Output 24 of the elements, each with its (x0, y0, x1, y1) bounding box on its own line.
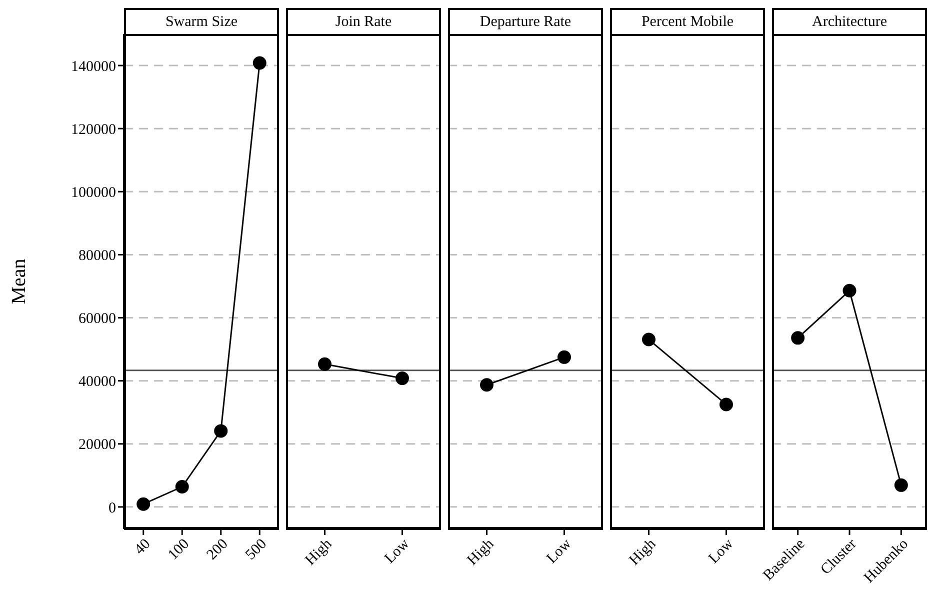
x-tick-label: 500 (242, 536, 270, 564)
y-tick-label: 80000 (78, 248, 116, 264)
x-tick-label: 200 (204, 536, 232, 564)
y-tick-label: 20000 (78, 437, 116, 454)
x-tick-label: Low (706, 536, 737, 567)
x-tick-label: High (626, 536, 660, 569)
x-tick-label: 100 (165, 536, 192, 564)
chart-title: Departure Rate (448, 8, 603, 34)
x-tick-label: 40 (132, 536, 154, 558)
y-axis-title: Mean (8, 258, 30, 304)
y-tick-label: 40000 (78, 374, 116, 390)
x-tick-label: Low (382, 536, 413, 567)
chart-title: Architecture (772, 8, 927, 34)
chart-title: Join Rate (286, 8, 441, 34)
x-tick-label: High (464, 536, 498, 569)
chart-title: Swarm Size (124, 8, 279, 34)
chart-title: Percent Mobile (610, 8, 765, 34)
y-tick-label: 100000 (71, 184, 116, 201)
y-tick-label: 60000 (78, 311, 116, 328)
y-tick-label: 0 (108, 500, 116, 516)
x-tick-label: High (302, 536, 336, 569)
x-tick-label: Low (544, 536, 575, 567)
y-tick-label: 120000 (71, 122, 116, 138)
y-tick-label: 140000 (71, 58, 116, 75)
